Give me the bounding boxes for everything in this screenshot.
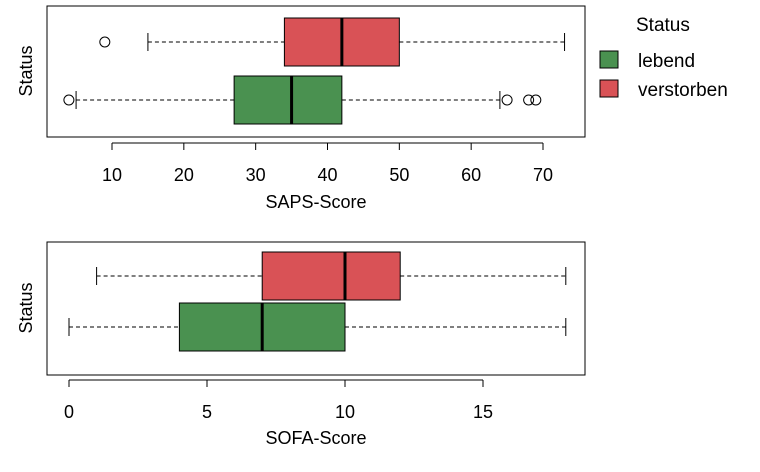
saps-lebend-outlier-2 (523, 94, 535, 106)
saps-x-tick-label-20: 20 (174, 165, 194, 185)
sofa-x-axis-title: SOFA-Score (265, 428, 366, 448)
sofa-x-tick-label-5: 5 (202, 402, 212, 422)
saps-lebend-outlier-0 (63, 94, 75, 106)
saps-x-tick-label-50: 50 (389, 165, 409, 185)
saps-verstorben-outlier-0 (99, 36, 111, 48)
sofa-plot-frame (46, 241, 586, 376)
saps-x-tick-label-30: 30 (246, 165, 266, 185)
saps-y-axis-title: Status (16, 45, 36, 96)
saps-panel: 10 20 30 40 50 60 70 SAPS-Score Status (16, 5, 586, 212)
saps-x-tick-label-10: 10 (102, 165, 122, 185)
saps-x-tick-label-60: 60 (461, 165, 481, 185)
sofa-y-axis-title: Status (16, 282, 36, 333)
legend-swatch-verstorben (599, 79, 619, 98)
legend-label-lebend: lebend (638, 51, 695, 72)
sofa-x-tick-label-15: 15 (473, 402, 493, 422)
saps-lebend-outlier-1 (501, 94, 513, 106)
saps-plot-frame (46, 5, 586, 138)
saps-x-tick-label-70: 70 (533, 165, 553, 185)
legend-swatch-lebend (599, 50, 619, 69)
saps-lebend-outlier-3 (530, 94, 542, 106)
sofa-panel: 0 5 10 15 SOFA-Score Status (16, 241, 586, 448)
sofa-verstorben-box (261, 251, 401, 301)
sofa-x-tick-label-10: 10 (335, 402, 355, 422)
legend: Status lebend verstorben (599, 15, 728, 101)
legend-title: Status (636, 15, 690, 36)
legend-label-verstorben: verstorben (638, 80, 728, 101)
sofa-x-tick-label-0: 0 (64, 402, 74, 422)
saps-lebend-box (233, 75, 343, 125)
saps-x-axis-title: SAPS-Score (265, 192, 366, 212)
saps-x-tick-label-40: 40 (317, 165, 337, 185)
